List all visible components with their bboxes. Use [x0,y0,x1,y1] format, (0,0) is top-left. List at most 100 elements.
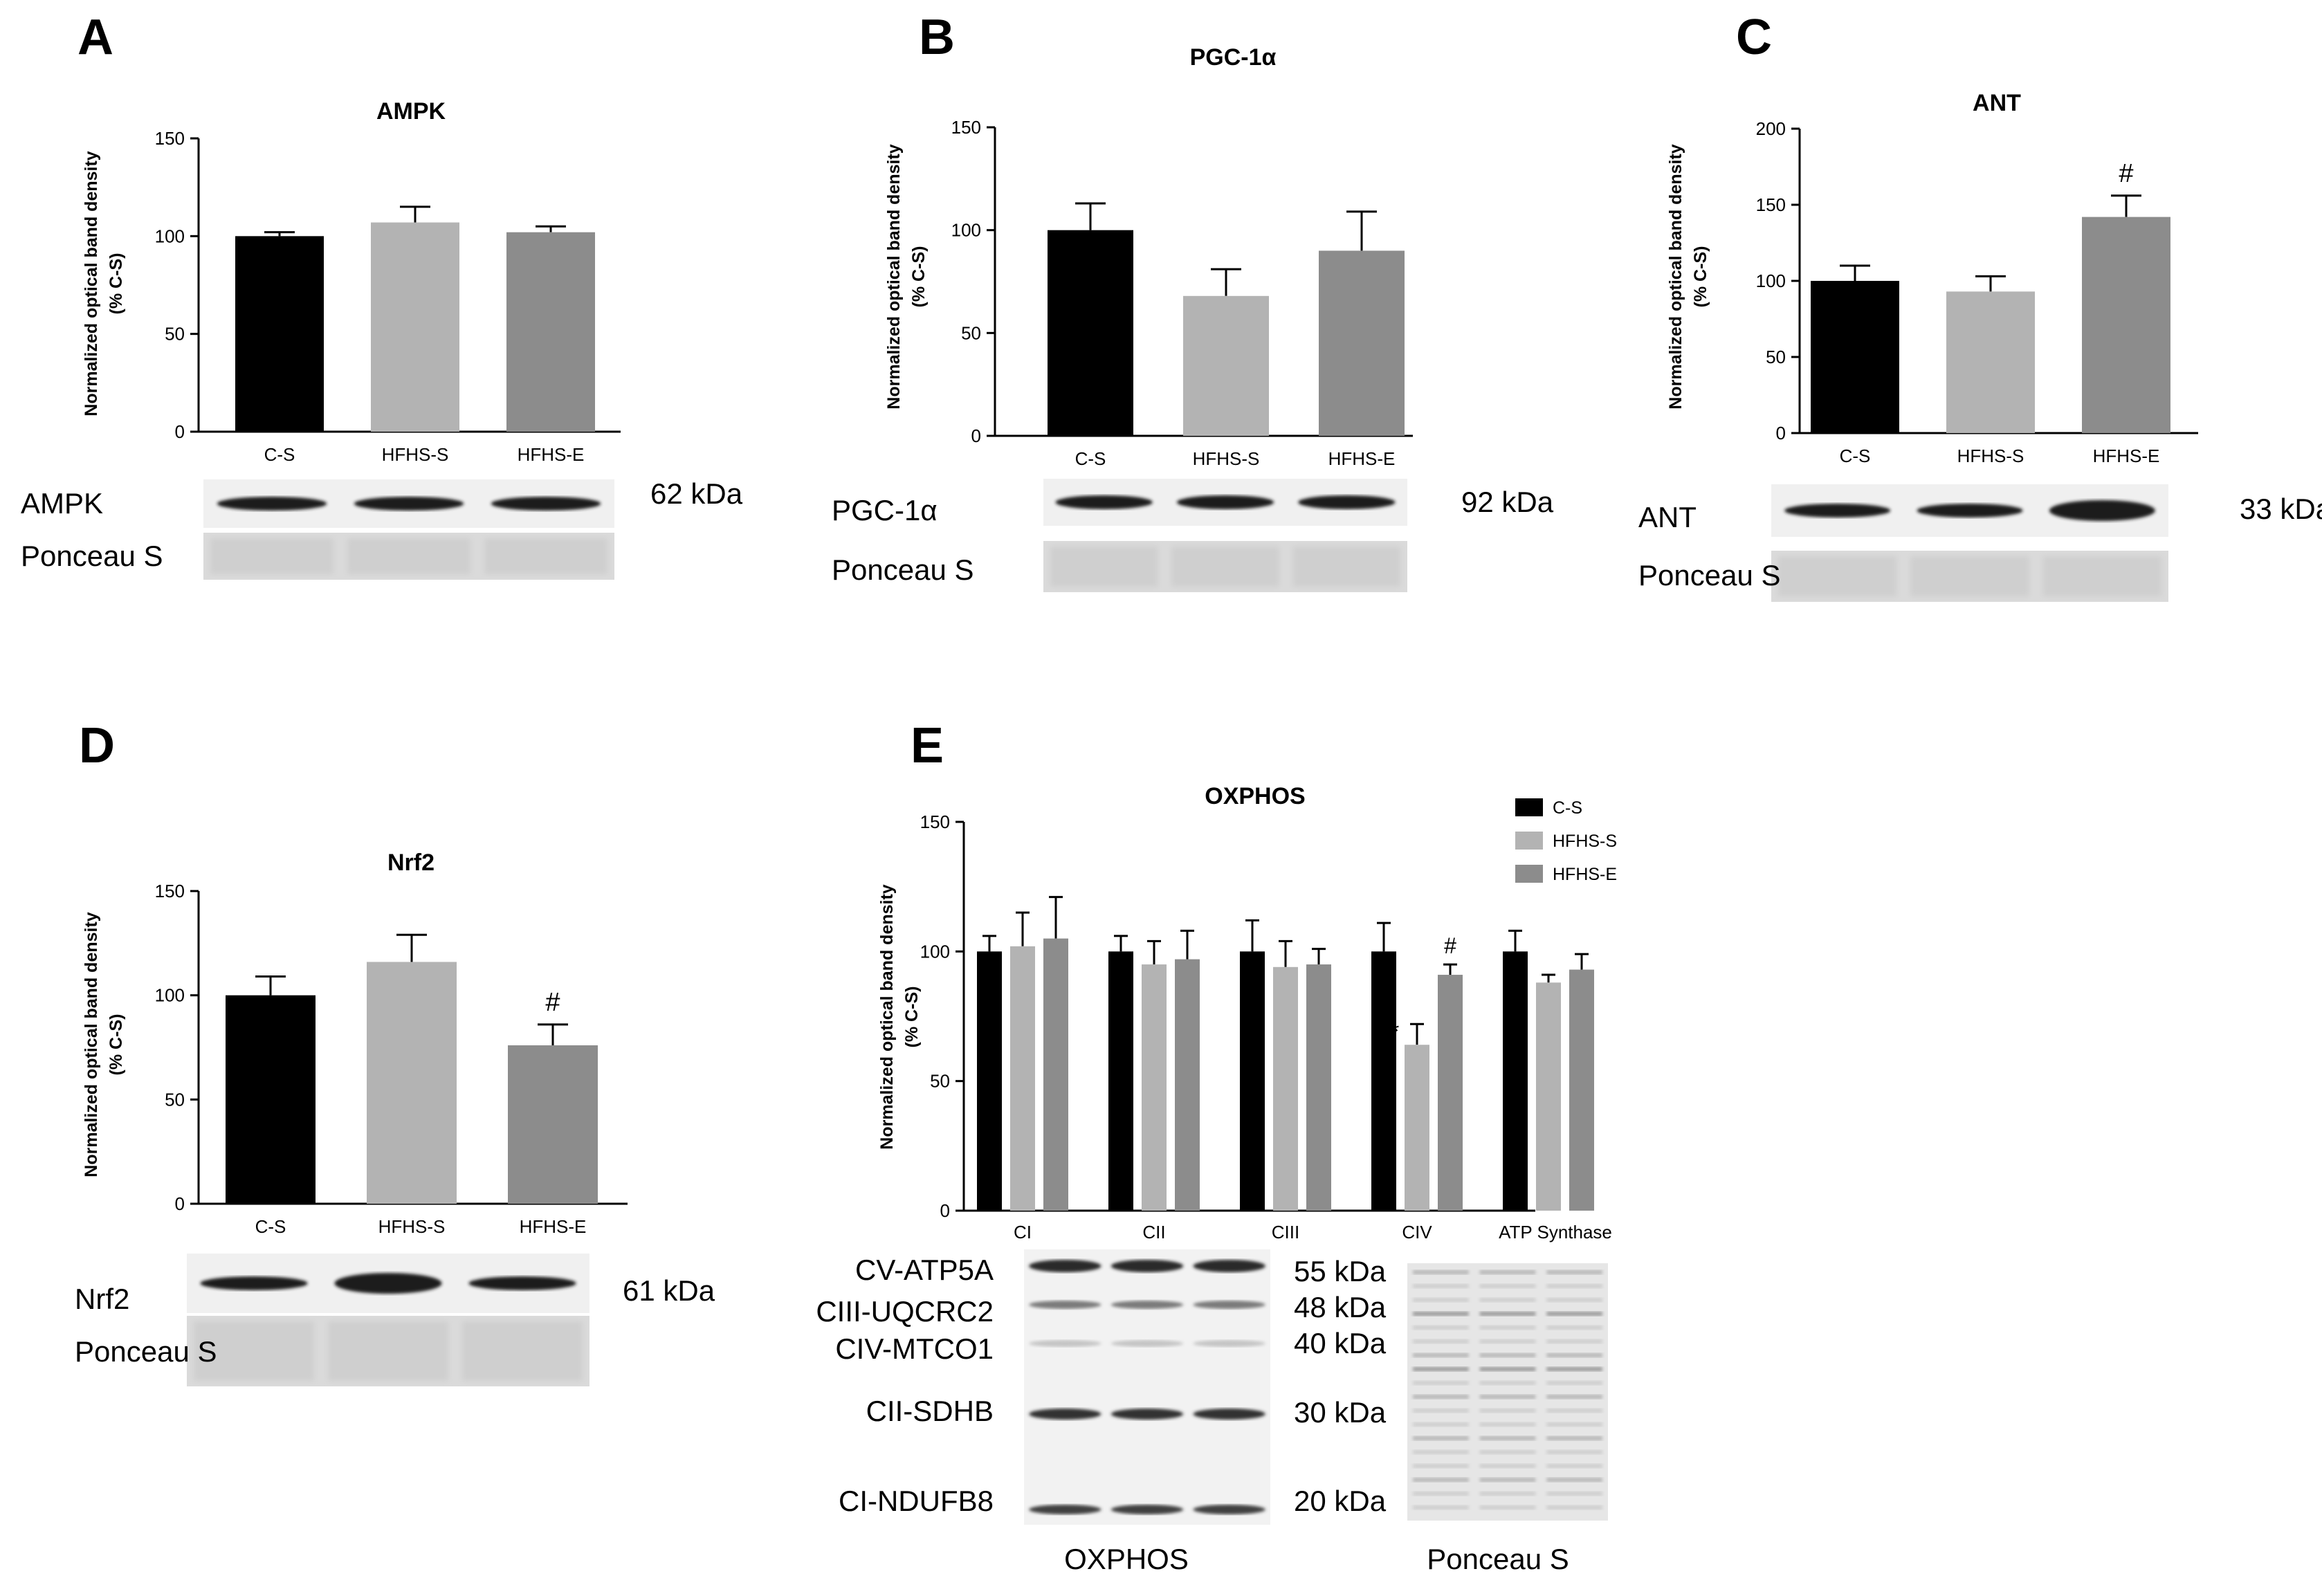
bar-c-s [226,995,316,1204]
bar-hfhs-e [1175,959,1200,1211]
panel-a: A AMPK 0 50 100 150 Normalized optical band de… [21,10,743,572]
y-tick-label: 100 [1756,270,1786,291]
category-label: HFHS-S [382,444,449,465]
protein-band [1193,1301,1265,1309]
ponceau-band [1479,1422,1536,1427]
blot-layer [187,479,2168,1525]
protein-band [1029,1505,1101,1514]
blot-protein-label: Nrf2 [75,1283,129,1315]
ponceau-lane [1171,547,1279,587]
y-tick-label: 150 [155,128,185,149]
bar-hfhs-s [1946,291,2035,433]
ponceau-band [1413,1284,1469,1288]
ponceau-band [1479,1492,1536,1496]
bar-c-s [1048,230,1133,436]
bar-hfhs-s [371,222,459,432]
y-axis-label: Normalized optical band density (% C-S) [884,144,929,409]
y-tick-label: 150 [1756,194,1786,215]
ponceau-band [1479,1298,1536,1302]
category-label: HFHS-E [2093,446,2160,466]
category-label: C-S [1075,448,1106,469]
category-label: CI [1014,1222,1032,1242]
chart-layer: A AMPK 0 50 100 150 Normalized optical band de… [21,10,2322,1575]
bar-hfhs-s [1405,1045,1429,1211]
blot-loading-label: Ponceau S [832,553,974,586]
ponceau-band [1546,1409,1602,1413]
chart-title: ANT [1973,90,2021,116]
bar-hfhs-s [1010,946,1035,1211]
blot-loading-label: Ponceau S [75,1335,217,1368]
ponceau-band [1413,1450,1469,1454]
blot-loading-label: Ponceau S [1638,559,1781,591]
chart-title: PGC-1α [1190,44,1277,71]
y-tick-label: 0 [1776,423,1786,443]
legend-swatch [1515,798,1543,816]
ponceau-band [1413,1353,1469,1357]
ponceau-band [1546,1367,1602,1371]
bar-c-s [1240,951,1265,1211]
blot-protein-label: AMPK [21,487,103,520]
protein-band [334,1273,442,1294]
panel-letter: B [919,10,955,65]
ponceau-band [1546,1270,1602,1274]
ponceau-band [1479,1367,1536,1371]
bar-c-s [1108,951,1133,1211]
y-tick-label: 0 [940,1200,950,1221]
category-label: HFHS-E [520,1216,587,1237]
category-label: HFHS-S [1957,446,2024,466]
panel-b: B PGC-1α 0 50 100 150 Normalized optical band … [832,10,1554,586]
ponceau-band [1479,1464,1536,1468]
oxphos-blot-caption: OXPHOS [1064,1543,1189,1575]
oxphos-kda-label: 30 kDa [1294,1396,1387,1429]
y-tick-label: 100 [155,226,185,246]
y-tick-label: 0 [175,421,185,442]
y-tick-label: 50 [165,324,185,345]
ponceau-lane [1050,547,1158,587]
y-tick-label: 0 [175,1193,185,1214]
y-axis-label-line1: Normalized optical band density [82,912,101,1177]
y-axis-label-line2: (% C-S) [902,987,922,1048]
protein-band [1029,1409,1101,1420]
ponceau-band [1413,1464,1469,1468]
blot-protein-label: PGC-1α [832,494,938,526]
ponceau-band [1479,1450,1536,1454]
protein-band [1298,495,1396,509]
protein-band [1110,1505,1184,1514]
category-label: CIV [1402,1222,1432,1242]
ponceau-band [1413,1505,1469,1510]
ponceau-band [1546,1395,1602,1399]
significance-mark: * [1391,1019,1399,1044]
protein-band [491,497,601,511]
bar-hfhs-s [1536,982,1561,1211]
bar-hfhs-e [1438,975,1463,1211]
ponceau-band [1546,1505,1602,1510]
protein-band [200,1276,308,1290]
western-blot-a [203,479,614,580]
ponceau-lane [462,1321,583,1381]
ponceau-lane [1292,547,1400,587]
y-axis-label-line2: (% C-S) [909,246,929,308]
protein-band [2049,500,2155,521]
chart-title: AMPK [376,98,446,125]
ponceau-band [1546,1339,1602,1343]
protein-band [468,1276,576,1290]
oxphos-kda-label: 48 kDa [1294,1291,1387,1323]
ponceau-band [1479,1353,1536,1357]
y-axis-label: Normalized optical band density (% C-S) [82,151,126,416]
y-tick-label: 50 [165,1089,185,1110]
y-tick-label: 150 [155,881,185,901]
protein-band [1110,1260,1184,1272]
y-tick-label: 150 [951,117,981,138]
y-tick-label: 100 [155,985,185,1006]
panel-d: D Nrf2 0 50 100 150 Normalized optical band de… [75,718,715,1368]
ponceau-band [1413,1395,1469,1399]
protein-band [1193,1260,1265,1272]
y-tick-label: 50 [930,1071,950,1092]
oxphos-kda-label: 40 kDa [1294,1327,1387,1359]
panel-c: C ANT 0 50 100 150 200 Normalized optical band … [1638,10,2322,591]
y-axis-label-line1: Normalized optical band density [1666,144,1685,409]
ponceau-band [1413,1422,1469,1427]
oxphos-band-label: CV-ATP5A [855,1254,994,1286]
legend-entry: C-S [1553,798,1582,818]
y-axis-label-line1: Normalized optical band density [877,884,897,1149]
